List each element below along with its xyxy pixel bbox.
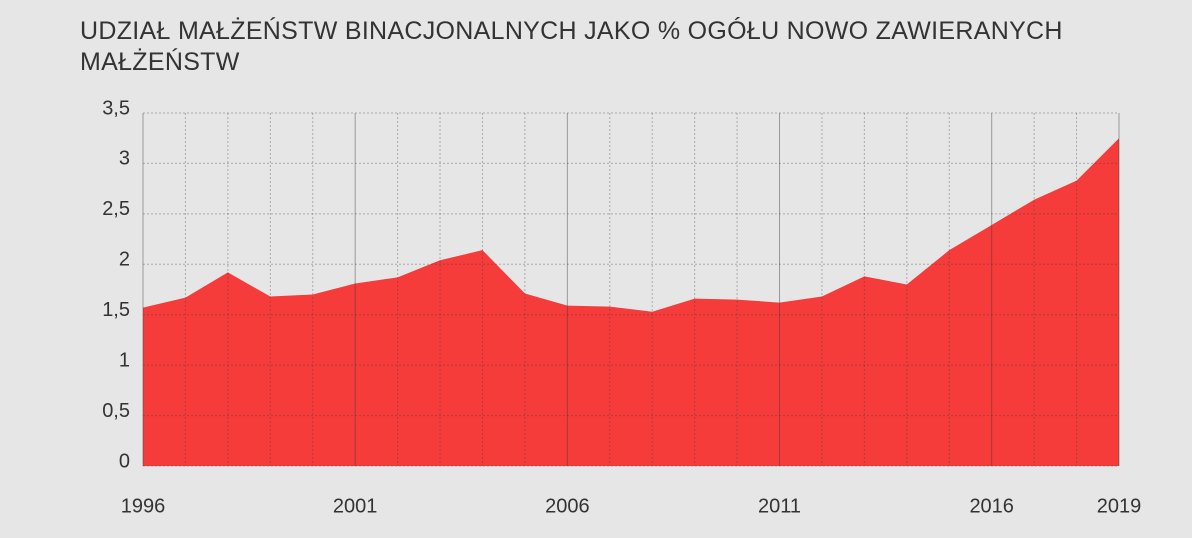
x-tick-label: 2011 <box>758 495 801 517</box>
y-tick-label: 3 <box>119 148 130 170</box>
y-tick-label: 0 <box>119 450 130 472</box>
y-tick-label: 0,5 <box>102 400 130 422</box>
x-tick-label: 2006 <box>545 495 590 517</box>
y-tick-label: 1,5 <box>102 299 130 321</box>
x-tick-label: 2016 <box>969 495 1014 517</box>
x-tick-label: 2019 <box>1097 495 1142 517</box>
chart-title: UDZIAŁ MAŁŻEŃSTW BINACJONALNYCH JAKO % O… <box>80 17 1063 76</box>
y-tick-label: 1 <box>119 349 130 371</box>
y-tick-label: 2,5 <box>102 198 130 220</box>
y-tick-label: 2 <box>119 249 130 271</box>
y-tick-label: 3,5 <box>102 97 130 119</box>
x-tick-label: 1996 <box>121 495 166 517</box>
area <box>143 138 1119 466</box>
x-tick-label: 2001 <box>333 495 378 517</box>
